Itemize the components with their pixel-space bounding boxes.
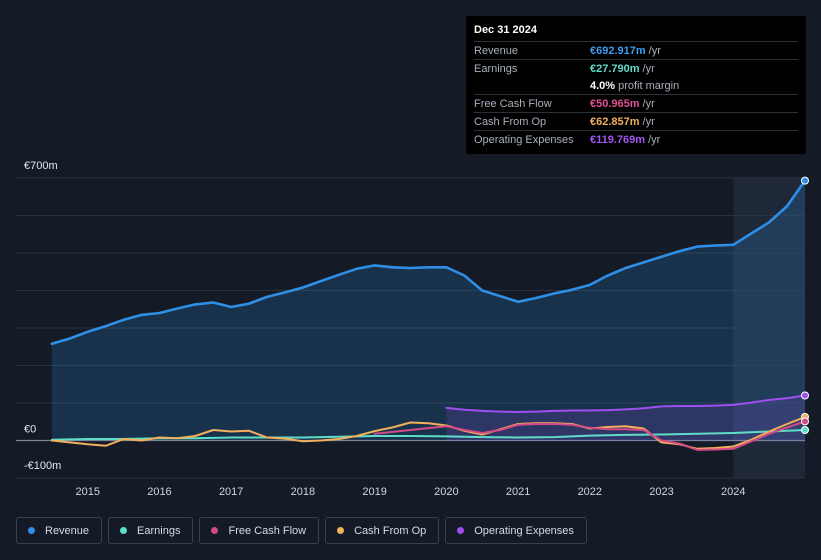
tooltip-row-free-cash-flow: Free Cash Flow €50.965m /yr <box>474 94 798 112</box>
x-tick-label: 2024 <box>721 486 745 498</box>
area-operating-expenses <box>446 395 805 441</box>
end-marker-operating-expenses <box>801 391 809 400</box>
line-operating-expenses <box>445 394 806 413</box>
x-tick-label: 2016 <box>147 486 171 498</box>
legend-item-earnings[interactable]: Earnings <box>108 517 194 544</box>
legend-item-revenue[interactable]: Revenue <box>16 517 103 544</box>
tooltip-suffix: /yr <box>648 44 661 57</box>
tooltip-suffix: /yr <box>642 115 655 128</box>
tooltip-value: €50.965m <box>590 97 640 110</box>
x-tick-label: 2017 <box>219 486 243 498</box>
areas <box>51 180 805 441</box>
grid <box>16 177 805 479</box>
tooltip-value: 4.0% <box>590 79 616 92</box>
tooltip-suffix: profit margin <box>618 79 680 92</box>
x-tick-label: 2019 <box>362 486 386 498</box>
legend-item-operating-expenses[interactable]: Operating Expenses <box>445 517 587 544</box>
line-revenue <box>50 179 807 346</box>
legend-item-free-cash-flow[interactable]: Free Cash Flow <box>199 517 320 544</box>
y-tick-label: €0 <box>24 424 36 436</box>
y-tick-label: €700m <box>24 160 58 172</box>
end-markers <box>801 176 809 434</box>
legend-label: Operating Expenses <box>474 524 574 537</box>
legend-dot-icon <box>28 527 35 534</box>
x-tick-label: 2018 <box>291 486 315 498</box>
tooltip-label: Cash From Op <box>474 115 547 128</box>
legend-dot-icon <box>211 527 219 534</box>
tooltip-label: Revenue <box>474 44 519 57</box>
tooltip-row-cash-from-op: Cash From Op €62.857m /yr <box>474 112 798 130</box>
tooltip-row-earnings: Earnings €27.790m /yr <box>474 59 798 77</box>
end-marker-earnings <box>801 426 809 434</box>
tooltip-row-revenue: Revenue €692.917m /yr <box>474 41 798 59</box>
legend-dot-icon <box>337 527 345 534</box>
axis-ticks: €700m €0 -€100m 2015 2016 2017 2018 2019 2020 202… <box>24 160 746 498</box>
tooltip-label: Free Cash Flow <box>474 97 552 110</box>
tooltip-value: €692.917m <box>590 44 646 57</box>
legend-label: Earnings <box>137 524 181 537</box>
tooltip-label: Operating Expenses <box>474 133 574 146</box>
x-tick-label: 2022 <box>578 486 602 498</box>
x-tick-label: 2021 <box>506 486 530 498</box>
tooltip-row-operating-expenses: Operating Expenses €119.769m /yr <box>474 130 798 148</box>
legend-item-cash-from-op[interactable]: Cash From Op <box>325 517 440 544</box>
legend-label: Cash From Op <box>354 524 427 537</box>
legend-dot-icon <box>457 527 465 534</box>
tooltip-value: €119.769m <box>590 133 646 146</box>
end-marker-free-cash-flow <box>801 417 809 426</box>
series-lines <box>50 179 807 451</box>
x-tick-label: 2015 <box>75 486 99 498</box>
tooltip-suffix: /yr <box>642 97 655 110</box>
tooltip-label: Earnings <box>474 62 518 75</box>
legend-label: Revenue <box>45 524 90 537</box>
area-revenue <box>51 180 805 441</box>
tooltip-value: €62.857m <box>590 115 640 128</box>
tooltip-date: Dec 31 2024 <box>474 24 537 36</box>
line-free-cash-flow <box>373 420 806 451</box>
x-tick-label: 2020 <box>434 486 458 498</box>
y-tick-label: -€100m <box>24 460 61 472</box>
legend-label: Free Cash Flow <box>228 524 307 537</box>
legend: Revenue Earnings Free Cash Flow Cash Fro… <box>16 517 587 544</box>
x-tick-label: 2023 <box>649 486 673 498</box>
tooltip-suffix: /yr <box>648 133 661 146</box>
tooltip-suffix: /yr <box>642 62 655 75</box>
end-marker-revenue <box>801 176 809 185</box>
tooltip: Dec 31 2024 Revenue €692.917m /yr Earnin… <box>466 16 806 154</box>
tooltip-value: €27.790m <box>590 62 640 75</box>
legend-dot-icon <box>120 527 128 534</box>
tooltip-row-profit-margin: 4.0% profit margin <box>474 77 798 94</box>
